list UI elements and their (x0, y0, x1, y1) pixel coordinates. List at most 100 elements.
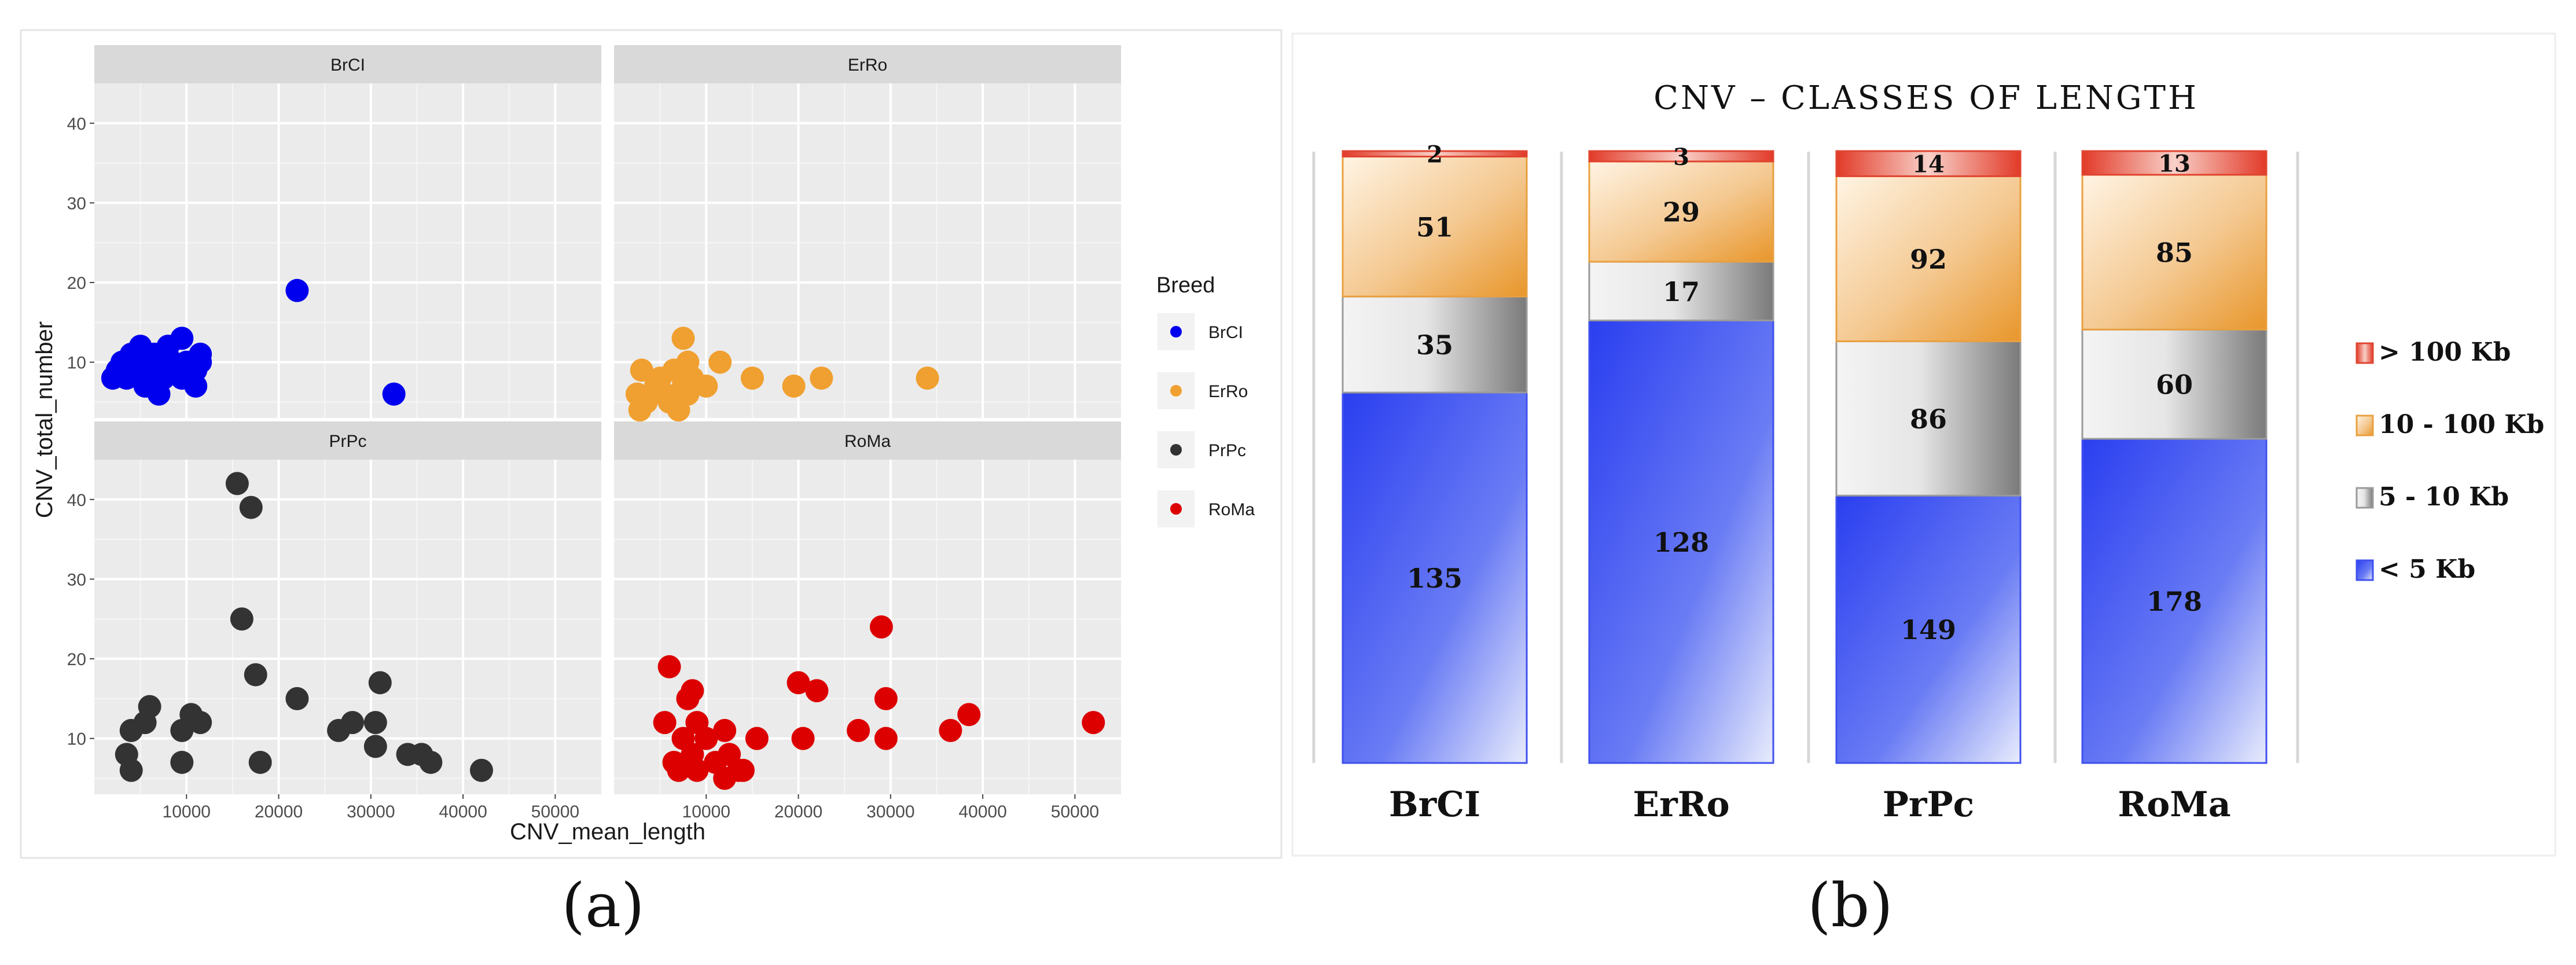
bar-segment-roma (2081, 150, 2268, 176)
x-tick-label: 40000 (958, 802, 1006, 821)
data-point-erro (810, 366, 833, 390)
bar-value-label: 86 (1910, 403, 1947, 435)
legend-label: PrPc (1208, 441, 1246, 460)
data-point-prpc (285, 687, 309, 710)
bar-segment-brci (1342, 295, 1528, 394)
x-tick-label: 30000 (866, 802, 914, 821)
scatter-facets: BrCI 10 20 30 40 ErRo PrPc 10 20 30 40 10000 20000 30… (32, 45, 1255, 845)
data-point-prpc (469, 758, 493, 782)
x-tick-label: 10000 (682, 802, 730, 821)
data-point-prpc (170, 750, 194, 774)
bar-value-label: 51 (1416, 211, 1453, 243)
data-point-roma (869, 615, 893, 639)
data-point-roma (787, 671, 810, 695)
data-point-roma (957, 703, 981, 726)
facet-strip (614, 45, 1121, 83)
stacked-bar-chart: CNV – CLASSES OF LENGTH 135 35 51 2 BrCI 128 17… (1312, 79, 2544, 825)
legend-swatch (2355, 559, 2374, 581)
data-point-roma (731, 758, 755, 782)
data-point-prpc (119, 758, 143, 782)
bar-segment-prpc (1835, 340, 2022, 497)
data-point-roma (657, 655, 681, 678)
facet-strip (614, 421, 1121, 460)
y-tick-label: 10 (67, 354, 86, 373)
facet-strip-label: RoMa (844, 432, 891, 451)
legend-swatch (2355, 342, 2374, 364)
data-point-prpc (419, 750, 443, 774)
bar-segment-roma (2081, 174, 2268, 331)
data-point-prpc (340, 711, 364, 735)
bar-value-label: 35 (1416, 329, 1453, 361)
data-point-erro (671, 326, 695, 350)
bar-value-label: 60 (2156, 369, 2193, 401)
data-point-roma (939, 718, 962, 742)
data-point-prpc (363, 711, 387, 735)
data-point-roma (694, 726, 718, 750)
data-point-erro (708, 350, 732, 374)
data-point-prpc (239, 496, 263, 519)
legend-label: ErRo (1208, 382, 1248, 401)
data-point-brci (285, 278, 309, 302)
x-tick-label: 50000 (531, 802, 579, 821)
data-point-prpc (230, 607, 253, 631)
category-label: BrCI (1389, 784, 1480, 825)
legend-marker-roma (1170, 503, 1182, 515)
data-point-erro (740, 366, 764, 390)
facet-strip-label: BrCI (330, 56, 365, 75)
data-point-prpc (248, 750, 272, 774)
y-tick-label: 20 (67, 274, 86, 293)
facet-strip (94, 45, 601, 83)
bar-segment-prpc (1835, 175, 2022, 343)
bar-segment-prpc (1835, 150, 2022, 177)
bar-value-label: 29 (1663, 197, 1700, 228)
data-point-roma (713, 718, 737, 742)
chart-title: CNV – CLASSES OF LENGTH (1653, 79, 2199, 117)
x-axis-label: CNV_mean_length (510, 819, 705, 845)
x-tick-label: 20000 (774, 802, 822, 821)
bar-segment-roma (2081, 328, 2268, 440)
bar-value-label: 2 (1427, 141, 1443, 168)
data-point-brci (382, 382, 406, 406)
y-tick-label: 20 (67, 650, 86, 669)
data-point-prpc (363, 735, 387, 758)
data-point-brci (184, 374, 208, 398)
bar-value-label: 128 (1653, 527, 1709, 558)
data-point-erro (782, 374, 806, 398)
x-tick-label: 50000 (1051, 802, 1099, 821)
legend-label: < 5 Kb (2379, 555, 2475, 584)
legend-swatch (2355, 414, 2374, 436)
data-point-prpc (189, 711, 212, 735)
legend-label: 10 - 100 Kb (2379, 410, 2544, 439)
y-tick-label: 30 (67, 570, 86, 589)
category-label: RoMa (2118, 784, 2230, 825)
bar-segment-brci (1342, 155, 1528, 298)
bar-segment-erro (1588, 320, 1774, 764)
legend-label: > 100 Kb (2379, 337, 2511, 367)
bar-segment-erro (1588, 260, 1774, 322)
facet-strip-label: PrPc (329, 432, 366, 451)
legend-swatch (2355, 487, 2374, 509)
data-point-roma (874, 687, 898, 710)
data-point-prpc (138, 695, 161, 718)
panel-label-a: (a) (561, 870, 644, 941)
legend-title: Breed (1156, 273, 1215, 298)
facet-plot-background (94, 460, 601, 794)
legend-label: BrCI (1208, 323, 1243, 342)
data-point-roma (791, 726, 815, 750)
legend-marker-prpc (1170, 444, 1182, 456)
bar-value-label: 14 (1912, 151, 1945, 178)
y-axis-label: CNV_total_number (32, 321, 57, 518)
data-point-prpc (244, 663, 267, 687)
bar-segment-brci (1342, 391, 1528, 764)
bar-value-label: 135 (1407, 563, 1462, 594)
x-tick-label: 30000 (347, 802, 395, 821)
data-point-erro (694, 374, 718, 398)
x-tick-label: 20000 (255, 802, 303, 821)
data-point-erro (916, 366, 939, 390)
legend-marker-erro (1170, 385, 1182, 397)
category-label: PrPc (1883, 784, 1974, 825)
bar-value-label: 85 (2156, 237, 2193, 269)
bar-value-label: 13 (2158, 150, 2191, 177)
data-point-roma (1082, 711, 1105, 735)
data-point-roma (745, 726, 769, 750)
